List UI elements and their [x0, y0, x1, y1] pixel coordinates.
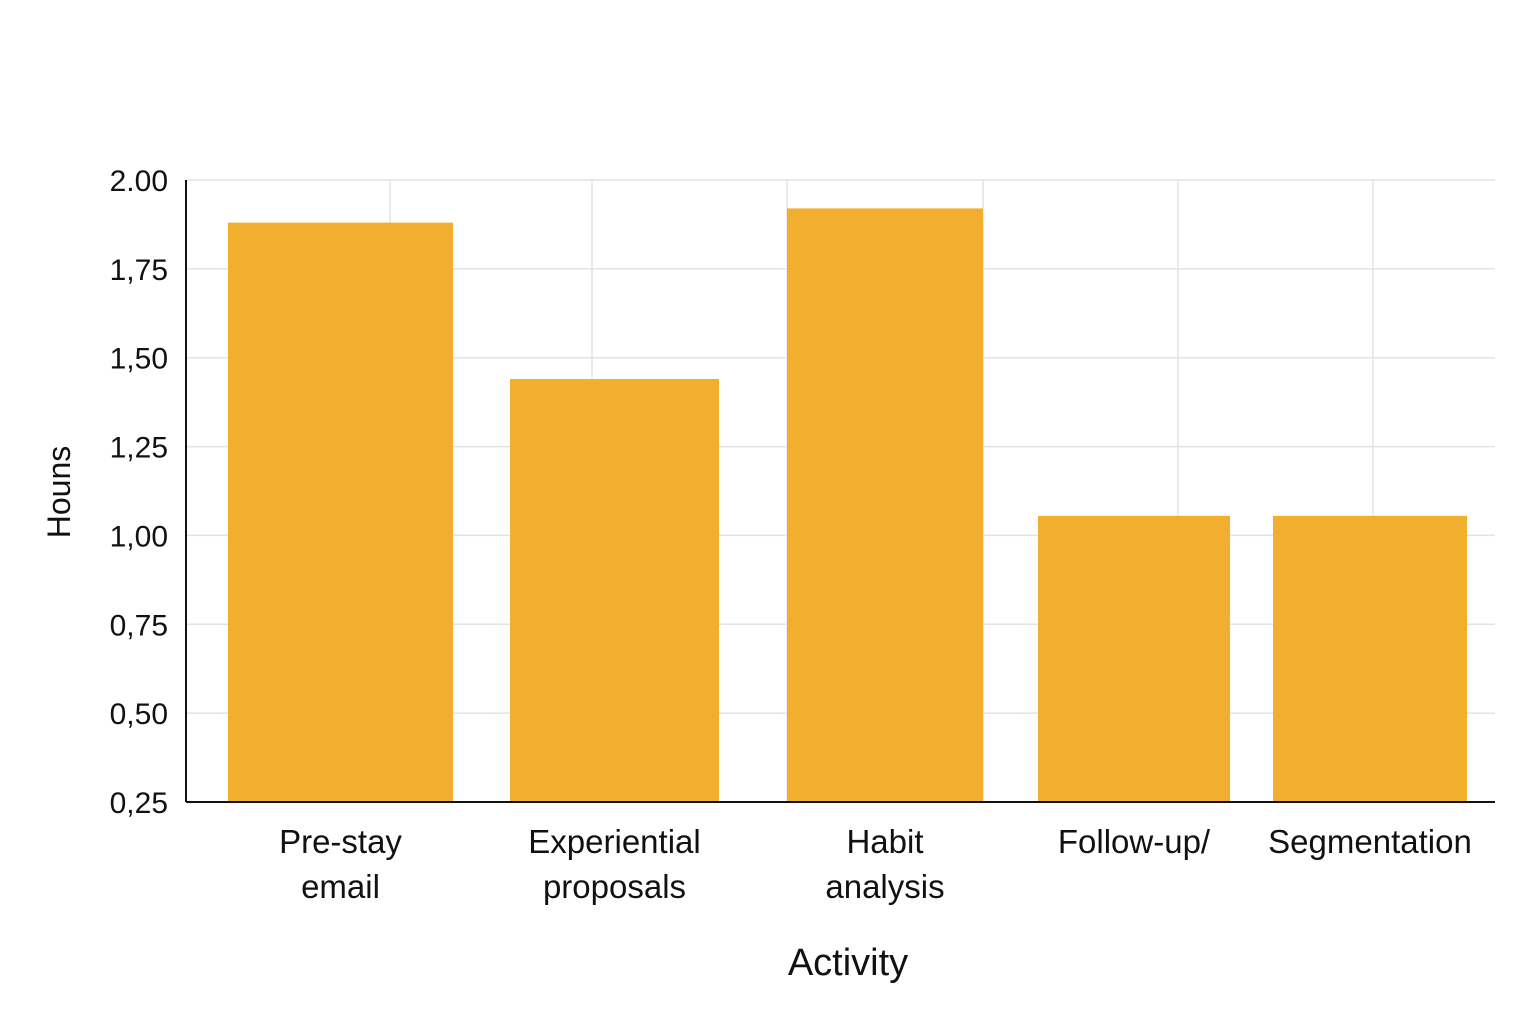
y-tick-label: 1,00 [110, 520, 168, 553]
bar-1 [510, 379, 719, 802]
y-tick-label: 1,75 [110, 254, 168, 287]
x-tick-label: Experiential proposals [528, 823, 700, 905]
bar-2 [787, 208, 983, 803]
y-tick-label: 0,25 [110, 787, 168, 820]
y-axis-title: Houns [41, 446, 77, 539]
x-axis-title: Activity [788, 942, 908, 984]
y-tick-label: 2.00 [110, 165, 168, 198]
bar-0 [228, 222, 453, 802]
axes [185, 180, 1495, 803]
bars [228, 208, 1467, 803]
bar-4 [1273, 515, 1467, 802]
y-tick-label: 1,50 [110, 343, 168, 376]
y-tick-label: 1,25 [110, 432, 168, 465]
y-tick-label: 0,50 [110, 698, 168, 731]
x-tick-label: Habit analysis [825, 823, 944, 905]
x-tick-label: Follow-up/ [1058, 823, 1211, 860]
x-tick-labels: Pre-stay email Experiential proposals Habit a… [279, 823, 1472, 905]
x-tick-label: Pre-stay email [279, 823, 402, 905]
y-tick-label: 0,75 [110, 609, 168, 642]
y-tick-labels: 2.00 1,75 1,50 1,25 1,00 0,75 0,50 0,25 [110, 165, 168, 820]
x-tick-label: Segmentation [1268, 823, 1472, 860]
bar-3 [1038, 515, 1230, 802]
